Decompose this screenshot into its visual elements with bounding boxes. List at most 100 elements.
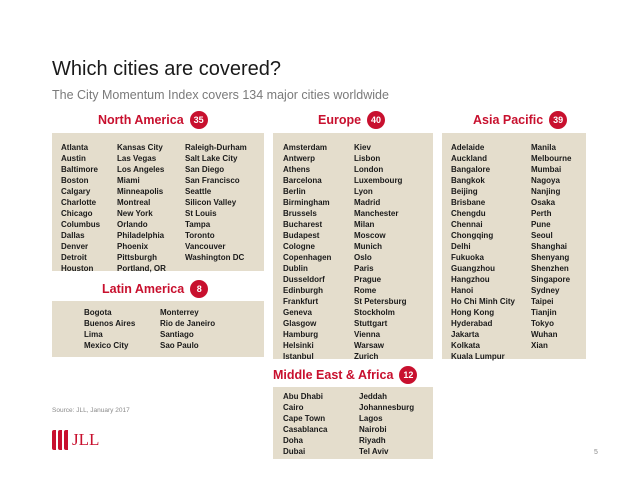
city-name: Melbourne <box>531 154 572 163</box>
city-name: Las Vegas <box>117 154 157 163</box>
city-name: Rome <box>354 286 377 295</box>
middle-east-africa-box: Abu Dhabi Cairo Cape Town Casablanca Doha Dub… <box>273 387 433 459</box>
city-name: Johannesburg <box>359 403 415 412</box>
city-name: Osaka <box>531 198 556 207</box>
city-name: Budapest <box>283 231 320 240</box>
city-name: Prague <box>354 275 382 284</box>
city-name: Birmingham <box>283 198 330 207</box>
city-name: Lyon <box>354 187 373 196</box>
city-name: Helsinki <box>283 341 314 350</box>
city-name: Hangzhou <box>451 275 490 284</box>
page-subtitle: The City Momentum Index covers 134 major… <box>52 88 389 102</box>
city-name: Vienna <box>354 330 381 339</box>
europe-title: Europe <box>318 113 362 127</box>
city-name: St Louis <box>185 209 217 218</box>
city-name: Lagos <box>359 414 383 423</box>
middle-east-africa-col2: Jeddah Johannesburg Lagos Nairobi Riyadh Tel … <box>359 391 414 457</box>
city-name: Dubai <box>283 447 306 456</box>
city-name: Frankfurt <box>283 297 319 306</box>
city-name: Denver <box>61 242 89 251</box>
city-name: Sydney <box>531 286 560 295</box>
city-name: Cape Town <box>283 414 326 423</box>
city-name: Edinburgh <box>283 286 323 295</box>
city-name: Detroit <box>61 253 87 262</box>
city-name: Dallas <box>61 231 85 240</box>
north-america-count-badge: 35 <box>189 111 208 129</box>
city-name: Bogota <box>84 308 112 317</box>
asia-pacific-col1: Adelaide Auckland Bangalore Bangkok Beijing B… <box>451 142 515 362</box>
city-name: Silicon Valley <box>185 198 237 207</box>
city-name: Hong Kong <box>451 308 495 317</box>
city-name: Montreal <box>117 198 151 207</box>
city-name: Madrid <box>354 198 381 207</box>
asia-pacific-col2: Manila Melbourne Mumbai Nagoya Nanjing Osaka P… <box>531 142 571 351</box>
city-name: Sao Paulo <box>160 341 199 350</box>
city-name: Kansas City <box>117 143 163 152</box>
city-name: Warsaw <box>354 341 384 350</box>
page-title: Which cities are covered? <box>52 58 281 80</box>
city-name: Abu Dhabi <box>283 392 323 401</box>
latin-america-title: Latin America <box>102 282 185 296</box>
city-name: Chongqing <box>451 231 494 240</box>
city-name: Adelaide <box>451 143 485 152</box>
city-name: Cairo <box>283 403 304 412</box>
city-name: Delhi <box>451 242 471 251</box>
city-name: Austin <box>61 154 86 163</box>
city-name: St Petersburg <box>354 297 407 306</box>
city-name: Doha <box>283 436 303 445</box>
city-name: Toronto <box>185 231 215 240</box>
city-name: Santiago <box>160 330 194 339</box>
city-name: Chengdu <box>451 209 486 218</box>
city-name: Los Angeles <box>117 165 165 174</box>
source-note: Source: JLL, January 2017 <box>52 407 130 414</box>
city-name: Buenos Aires <box>84 319 136 328</box>
asia-pacific-count-badge: 39 <box>549 111 568 129</box>
asia-pacific-box: Adelaide Auckland Bangalore Bangkok Beijing B… <box>442 133 586 362</box>
asia-pacific-title: Asia Pacific <box>473 113 544 127</box>
city-name: Perth <box>531 209 552 218</box>
latin-america-count-badge: 8 <box>190 280 209 298</box>
jll-logo-mark-icon <box>52 430 70 450</box>
city-name: Brisbane <box>451 198 486 207</box>
city-name: Shanghai <box>531 242 568 251</box>
north-america-title: North America <box>98 113 184 127</box>
city-name: Jeddah <box>359 392 388 401</box>
city-name: Nanjing <box>531 187 561 196</box>
city-name: Tampa <box>185 220 211 229</box>
city-name: Atlanta <box>61 143 89 152</box>
north-america-col3: Raleigh-Durham Salt Lake City San Diego San… <box>185 142 247 263</box>
latin-america-box: Bogota Buenos Aires Lima Mexico City Monter… <box>52 301 264 357</box>
city-name: Hamburg <box>283 330 319 339</box>
city-name: Stuttgart <box>354 319 388 328</box>
city-name: Pittsburgh <box>117 253 157 262</box>
city-name: Kuala Lumpur <box>451 352 505 361</box>
city-name: San Diego <box>185 165 225 174</box>
city-name: Bucharest <box>283 220 323 229</box>
city-name: Berlin <box>283 187 306 196</box>
city-name: Amsterdam <box>283 143 328 152</box>
city-name: Boston <box>61 176 89 185</box>
north-america-box: Atlanta Austin Baltimore Boston Calgary Charl… <box>52 133 264 273</box>
city-name: Cologne <box>283 242 315 251</box>
city-name: Glasgow <box>283 319 317 328</box>
city-name: Seoul <box>531 231 553 240</box>
city-name: Lisbon <box>354 154 381 163</box>
city-name: Oslo <box>354 253 372 262</box>
city-name: Orlando <box>117 220 148 229</box>
city-name: Manila <box>531 143 556 152</box>
city-name: Chennai <box>451 220 483 229</box>
city-name: Manchester <box>354 209 399 218</box>
city-name: Nagoya <box>531 176 560 185</box>
city-name: Pune <box>531 220 551 229</box>
city-name: Riyadh <box>359 436 386 445</box>
city-name: Chicago <box>61 209 93 218</box>
latin-america-col2: Monterrey Rio de Janeiro Santiago Sao Paulo <box>160 307 215 351</box>
city-name: Tokyo <box>531 319 554 328</box>
city-name: Geneva <box>283 308 312 317</box>
city-name: Luxembourg <box>354 176 403 185</box>
europe-count-badge: 40 <box>367 111 386 129</box>
city-name: Shenyang <box>531 253 570 262</box>
city-name: Charlotte <box>61 198 97 207</box>
city-name: Rio de Janeiro <box>160 319 216 328</box>
city-name: Washington DC <box>185 253 245 262</box>
